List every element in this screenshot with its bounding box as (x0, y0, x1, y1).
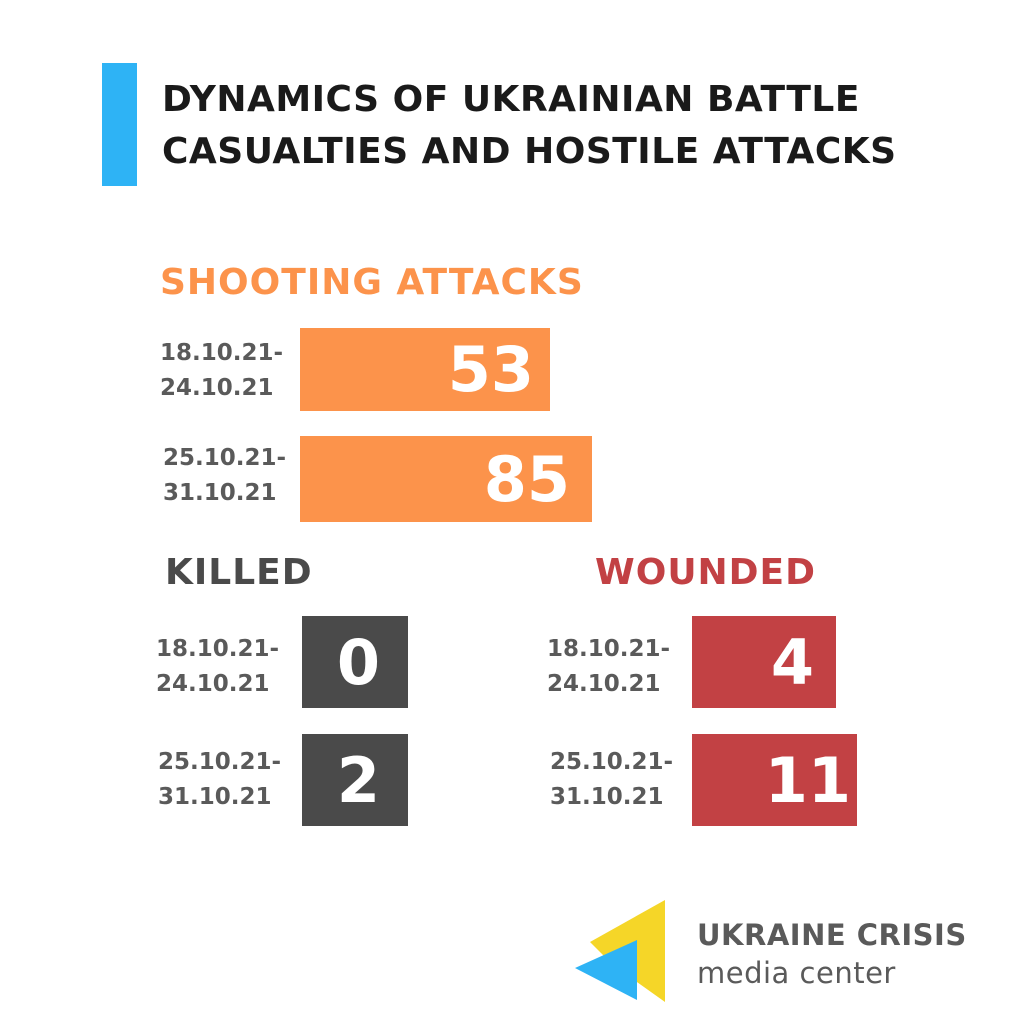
period-line: 31.10.21 (550, 784, 664, 810)
logo-subtitle: media center (697, 956, 896, 990)
killed-label: KILLED (165, 552, 313, 593)
period-line: 25.10.21- (163, 445, 287, 471)
period-line: 18.10.21- (547, 636, 671, 662)
killed-period-2-label: 25.10.21- 31.10.21 (158, 745, 281, 815)
logo-name: UKRAINE CRISIS (697, 918, 967, 952)
period-line: 18.10.21- (156, 636, 280, 662)
shooting-value-week-2: 85 (483, 442, 570, 516)
period-line: 24.10.21 (547, 671, 661, 697)
shooting-period-2-label: 25.10.21- 31.10.21 (163, 441, 286, 511)
killed-value-week-2: 2 (336, 743, 380, 817)
shooting-period-1-label: 18.10.21- 24.10.21 (160, 336, 283, 406)
wounded-period-2-label: 25.10.21- 31.10.21 (550, 745, 673, 815)
wounded-label: WOUNDED (595, 552, 817, 593)
wounded-bar-week-1: 4 (692, 616, 836, 708)
shooting-bar-week-2: 85 (300, 436, 592, 522)
wounded-period-1-label: 18.10.21- 24.10.21 (547, 632, 670, 702)
title-line-2: CASUALTIES AND HOSTILE ATTACKS (162, 131, 897, 172)
title-accent-bar (102, 63, 137, 186)
wounded-bar-week-2: 11 (692, 734, 857, 826)
wounded-value-week-1: 4 (770, 625, 814, 699)
period-line: 24.10.21 (156, 671, 270, 697)
period-line: 24.10.21 (160, 375, 274, 401)
shooting-attacks-label: SHOOTING ATTACKS (160, 262, 584, 303)
page-title: DYNAMICS OF UKRAINIAN BATTLE CASUALTIES … (162, 74, 982, 178)
killed-bar-week-1: 0 (302, 616, 408, 708)
period-line: 25.10.21- (550, 749, 674, 775)
shooting-value-week-1: 53 (447, 333, 534, 406)
period-line: 31.10.21 (163, 480, 277, 506)
title-line-1: DYNAMICS OF UKRAINIAN BATTLE (162, 79, 860, 120)
wounded-value-week-2: 11 (764, 743, 851, 817)
period-line: 31.10.21 (158, 784, 272, 810)
logo-blue-shape (575, 940, 637, 1000)
shooting-bar-week-1: 53 (300, 328, 550, 411)
killed-bar-week-2: 2 (302, 734, 408, 826)
period-line: 18.10.21- (160, 340, 284, 366)
killed-period-1-label: 18.10.21- 24.10.21 (156, 632, 279, 702)
ukraine-crisis-logo-icon (575, 900, 665, 1002)
period-line: 25.10.21- (158, 749, 282, 775)
killed-value-week-1: 0 (336, 625, 380, 699)
